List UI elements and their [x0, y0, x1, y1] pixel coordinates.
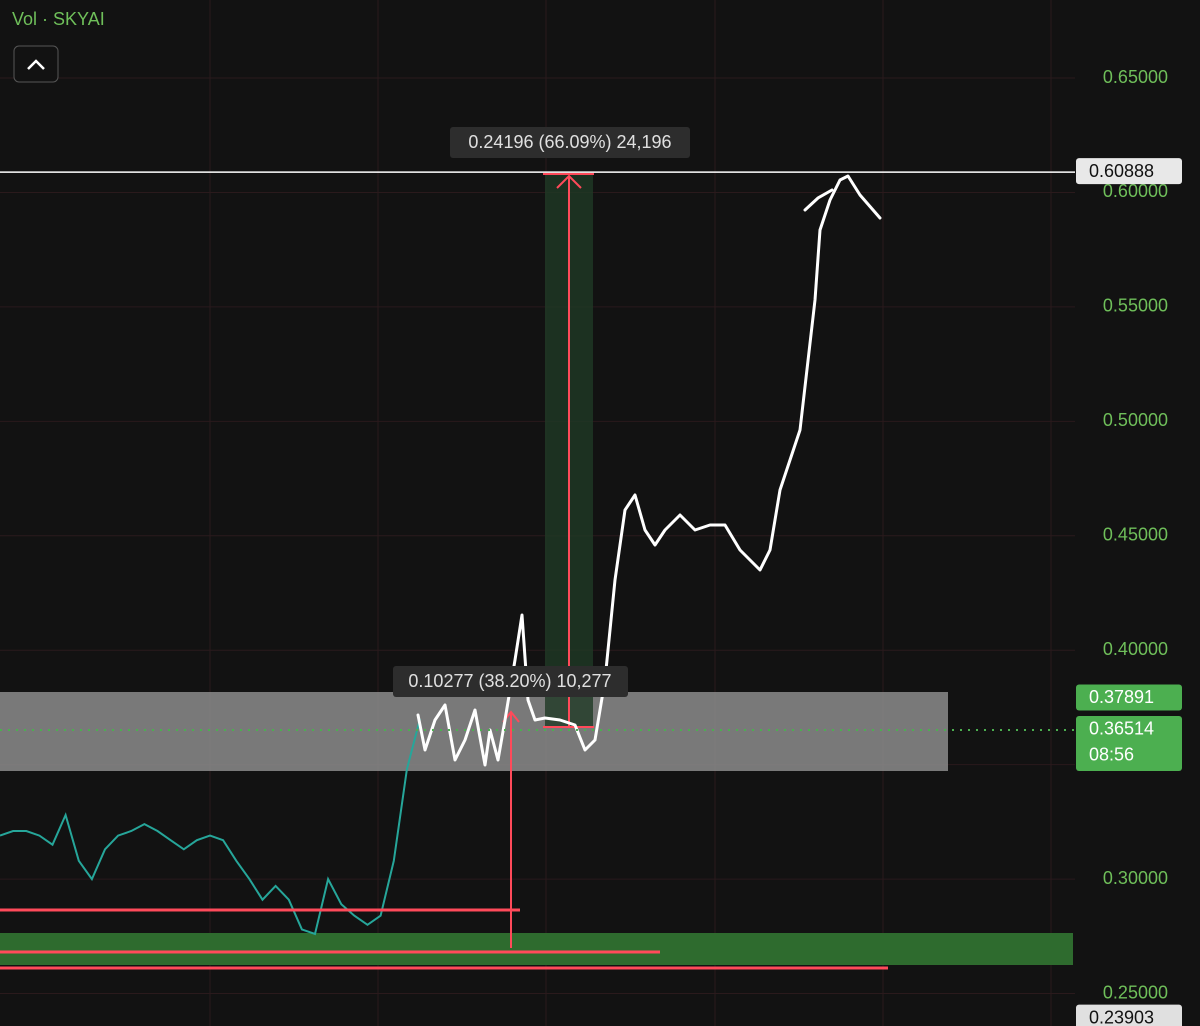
- measure-label: 0.24196 (66.09%) 24,196: [468, 132, 671, 152]
- y-tick-label: 0.50000: [1103, 410, 1168, 430]
- y-tick-label: 0.30000: [1103, 868, 1168, 888]
- chart-title: Vol · SKYAI: [12, 9, 105, 29]
- measure-label: 0.10277 (38.20%) 10,277: [408, 671, 611, 691]
- measure: [543, 173, 594, 728]
- support-zone: [0, 933, 1073, 965]
- price-time: 08:56: [1089, 745, 1134, 765]
- arrow-head: [556, 174, 582, 189]
- measure-box: [393, 666, 628, 697]
- series: [0, 718, 421, 936]
- y-tick-label: 0.60000: [1103, 181, 1168, 201]
- annotations: [0, 710, 888, 970]
- price-line: [0, 718, 421, 936]
- price-label: 0.37891: [1089, 687, 1154, 707]
- measure-box: [450, 127, 690, 158]
- y-tick-label: 0.25000: [1103, 982, 1168, 1002]
- y-tick-label: 0.40000: [1103, 639, 1168, 659]
- y-tick-label: 0.65000: [1103, 67, 1168, 87]
- price-label: 0.60888: [1089, 161, 1154, 181]
- price-label-box: [1076, 158, 1182, 185]
- price-label: 0.23903: [1089, 1007, 1154, 1026]
- hand-drawn-stroke: [803, 188, 834, 212]
- hand-drawn-path: [416, 174, 882, 767]
- price-label: 0.36514: [1089, 719, 1154, 739]
- y-tick-label: 0.45000: [1103, 525, 1168, 545]
- price-label-box: [1076, 1004, 1182, 1026]
- labels: 0.250000.300000.350000.400000.450000.500…: [0, 67, 1182, 1026]
- price-label-box: [1076, 715, 1182, 771]
- chevron-icon: [27, 59, 45, 70]
- range-zone: [0, 692, 948, 771]
- price-label-box: [1076, 684, 1182, 711]
- collapse-button[interactable]: [13, 45, 59, 83]
- y-tick-label: 0.55000: [1103, 296, 1168, 316]
